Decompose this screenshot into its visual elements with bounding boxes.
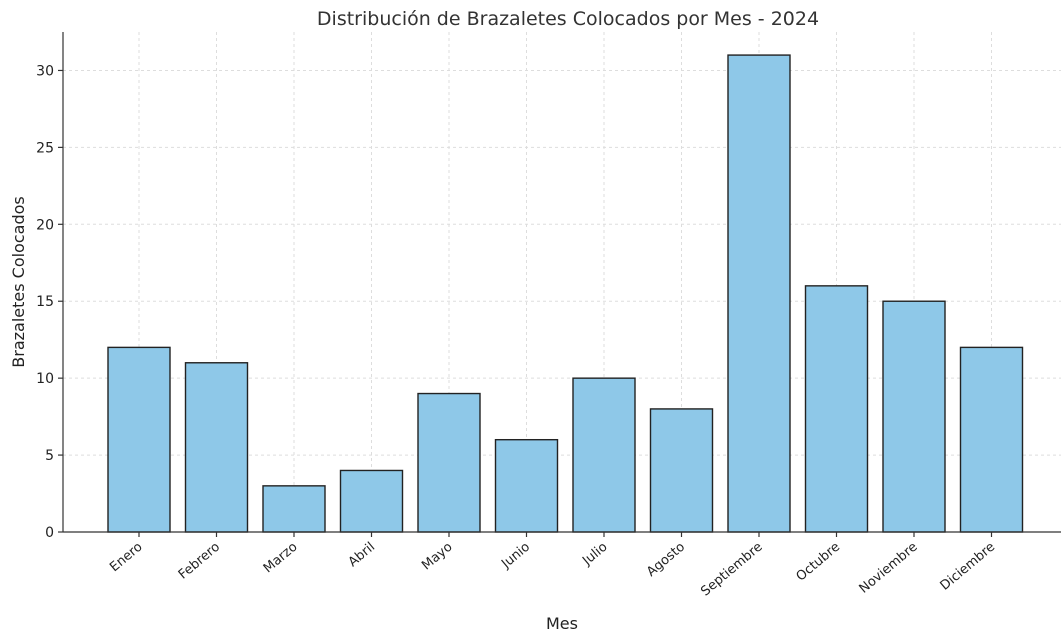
y-tick-label: 0 (45, 525, 54, 541)
x-tick-label: Febrero (176, 540, 223, 583)
bar-octubre (804, 285, 869, 533)
x-tick-label: Junio (498, 540, 533, 573)
bar-agosto (649, 408, 714, 533)
bar-febrero (184, 362, 249, 533)
chart-title: Distribución de Brazaletes Colocados por… (317, 8, 819, 30)
y-tick-label: 15 (36, 294, 54, 310)
axes (62, 32, 1061, 533)
x-tick-label: Noviembre (857, 540, 921, 597)
x-tick-label: Diciembre (938, 540, 998, 594)
x-tick-label: Septiembre (698, 540, 765, 600)
y-tick-label: 25 (36, 140, 54, 156)
x-tick-label: Octubre (794, 540, 844, 585)
y-ticks: 0 5 10 15 20 25 30 (36, 63, 63, 541)
bar-junio (494, 438, 559, 533)
x-tick-label: Enero (107, 540, 145, 576)
x-ticks: Enero Febrero Marzo Abril Mayo Junio Julio Agos… (107, 532, 998, 599)
y-tick-label: 20 (36, 217, 54, 233)
y-tick-label: 5 (45, 448, 54, 464)
x-tick-label: Agosto (644, 540, 688, 580)
y-tick-label: 30 (36, 63, 54, 79)
y-axis-label: Brazaletes Colocados (9, 196, 28, 367)
bar-enero (107, 346, 171, 533)
bar-marzo (262, 485, 326, 533)
x-tick-label: Abril (346, 540, 378, 571)
y-tick-label: 10 (36, 371, 54, 387)
x-tick-label: Julio (579, 540, 610, 570)
bar-noviembre (882, 300, 946, 533)
bar-diciembre (959, 346, 1024, 533)
x-tick-label: Mayo (419, 540, 455, 574)
bars (107, 54, 1024, 533)
bar-abril (339, 469, 404, 533)
x-axis-label: Mes (546, 614, 578, 633)
bar-julio (572, 377, 636, 533)
bar-mayo (417, 392, 481, 533)
x-tick-label: Marzo (261, 540, 301, 577)
bar-septiembre (727, 54, 791, 533)
